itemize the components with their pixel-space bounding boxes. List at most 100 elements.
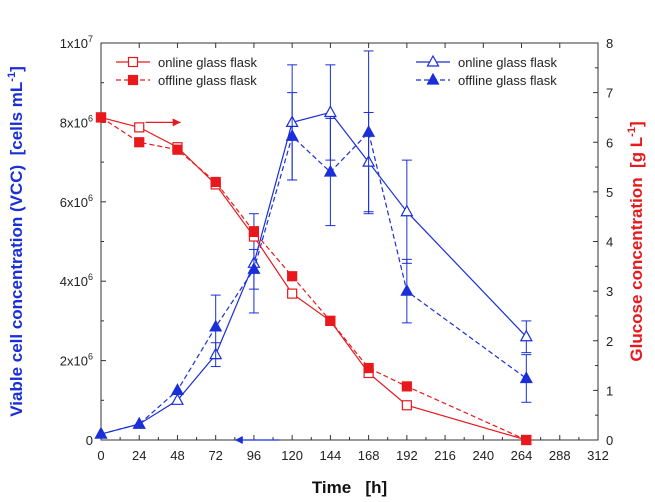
y-left-tick-exponent: 6 bbox=[88, 193, 93, 203]
title-layer: Time [h] Viable cell concentration (VCC) … bbox=[6, 66, 646, 497]
x-tick-label: 264 bbox=[511, 448, 533, 463]
x-tick-label: 288 bbox=[549, 448, 571, 463]
data-point bbox=[287, 271, 298, 282]
axis-indicator-arrow-right bbox=[145, 118, 181, 127]
x-tick-label: 120 bbox=[281, 448, 303, 463]
data-point bbox=[170, 393, 184, 405]
y-right-tick-label: 1 bbox=[606, 383, 613, 398]
y-left-tick-label: 4x106 bbox=[60, 272, 93, 289]
x-tick-label: 312 bbox=[587, 448, 609, 463]
x-tick-label: 216 bbox=[434, 448, 456, 463]
y-right-tick-label: 2 bbox=[606, 334, 613, 349]
legend-entry: online glass flask bbox=[416, 54, 557, 70]
series-line bbox=[100, 131, 527, 435]
series-line bbox=[100, 116, 527, 441]
y-right-axis-title-main: Glucose concentration bbox=[627, 177, 646, 361]
y-right-axis-title: Glucose concentration [g L-1] bbox=[626, 121, 646, 361]
x-tick-label: 168 bbox=[358, 448, 380, 463]
x-tick-label: 24 bbox=[132, 448, 146, 463]
data-point bbox=[248, 226, 260, 237]
data-point bbox=[95, 112, 107, 123]
y-right-axis-title-sup: -1 bbox=[626, 127, 638, 137]
data-point bbox=[209, 319, 223, 332]
data-point bbox=[247, 262, 261, 274]
y-left-tick-exponent: 6 bbox=[88, 272, 93, 282]
data-point bbox=[325, 315, 336, 326]
data-point bbox=[285, 129, 299, 141]
legend-label: offline glass flask bbox=[458, 73, 557, 88]
legend-vcc: online glass flask offline glass flask bbox=[416, 54, 557, 88]
y-left-tick-label: 0 bbox=[86, 433, 93, 448]
y-left-axis-title-end: ] bbox=[7, 66, 26, 72]
y-left-tick-exponent: 6 bbox=[88, 113, 93, 123]
y-right-tick-label: 5 bbox=[606, 185, 613, 200]
y-left-tick-label: 1x107 bbox=[60, 34, 93, 51]
y-right-axis-title-end: ] bbox=[627, 121, 646, 127]
data-point bbox=[287, 288, 298, 299]
series-line bbox=[100, 111, 527, 435]
data-point bbox=[400, 204, 414, 217]
data-point bbox=[521, 434, 532, 446]
data-point bbox=[323, 164, 337, 177]
legend-label: online glass flask bbox=[158, 55, 257, 70]
legend-label: online glass flask bbox=[458, 55, 557, 70]
legend-marker bbox=[426, 72, 440, 85]
y-left-axis-title-sup: -1 bbox=[6, 72, 18, 82]
data-point bbox=[400, 283, 414, 296]
series-vcc-offline bbox=[94, 50, 533, 439]
data-point bbox=[323, 105, 337, 118]
x-axis-title: Time [h] bbox=[312, 478, 387, 497]
legend-label: offline glass flask bbox=[158, 73, 257, 88]
legend-entry: offline glass flask bbox=[116, 73, 257, 88]
data-point bbox=[134, 122, 145, 133]
x-tick-label: 240 bbox=[472, 448, 494, 463]
x-axis-title-unit: [h] bbox=[351, 478, 387, 497]
y-right-axis-title-unit: [g L bbox=[627, 137, 646, 178]
y-left-tick-exponent: 6 bbox=[88, 352, 93, 362]
legend-glucose: online glass flask offline glass flask bbox=[116, 55, 257, 88]
y-left-tick-label: 8x106 bbox=[60, 113, 93, 130]
y-left-tick-mantissa: 8x10 bbox=[60, 115, 88, 130]
x-tick-label: 144 bbox=[320, 448, 342, 463]
legend-entry: offline glass flask bbox=[416, 72, 557, 88]
y-left-axis-title-unit: [cells mL bbox=[7, 82, 26, 165]
y-right-tick-label: 8 bbox=[606, 36, 613, 51]
y-left-axis-title: Viable cell concentration (VCC) [cells m… bbox=[6, 66, 26, 417]
data-point bbox=[170, 383, 184, 395]
x-tick-label: 192 bbox=[396, 448, 418, 463]
legend-marker bbox=[127, 56, 139, 68]
y-left-tick-label: 2x106 bbox=[60, 352, 93, 369]
data-point bbox=[401, 400, 412, 411]
y-right-tick-label: 0 bbox=[606, 433, 613, 448]
x-tick-label: 48 bbox=[170, 448, 184, 463]
arrow-head bbox=[172, 118, 181, 127]
y-left-tick-mantissa: 0 bbox=[86, 433, 93, 448]
data-point bbox=[94, 426, 108, 439]
y-right-tick-label: 3 bbox=[606, 284, 613, 299]
data-point bbox=[134, 137, 145, 148]
arrow-head bbox=[234, 435, 243, 444]
y-left-tick-mantissa: 4x10 bbox=[60, 274, 88, 289]
data-point bbox=[363, 362, 374, 374]
legend-marker bbox=[127, 74, 139, 86]
data-point bbox=[362, 125, 376, 137]
y-right-tick-label: 6 bbox=[606, 135, 613, 150]
series-glucose-offline bbox=[95, 112, 532, 446]
y-left-tick-mantissa: 1x10 bbox=[60, 36, 88, 51]
data-point bbox=[132, 416, 146, 429]
x-tick-label: 96 bbox=[247, 448, 261, 463]
axis-indicator-arrow-left bbox=[234, 435, 280, 444]
y-left-axis-title-main: Viable cell concentration (VCC) bbox=[7, 165, 26, 417]
y-right-tick-label: 7 bbox=[606, 86, 613, 101]
axes: 0 24 48 72 96 120 144 168 192 216 240 264 288 31202x1… bbox=[60, 34, 613, 463]
data-point bbox=[401, 381, 412, 392]
series-line bbox=[100, 116, 527, 441]
data-point bbox=[210, 176, 221, 188]
x-axis-title-main: Time bbox=[312, 478, 351, 497]
data-point bbox=[172, 144, 183, 155]
series-layer bbox=[94, 50, 533, 446]
x-tick-label: 72 bbox=[208, 448, 222, 463]
